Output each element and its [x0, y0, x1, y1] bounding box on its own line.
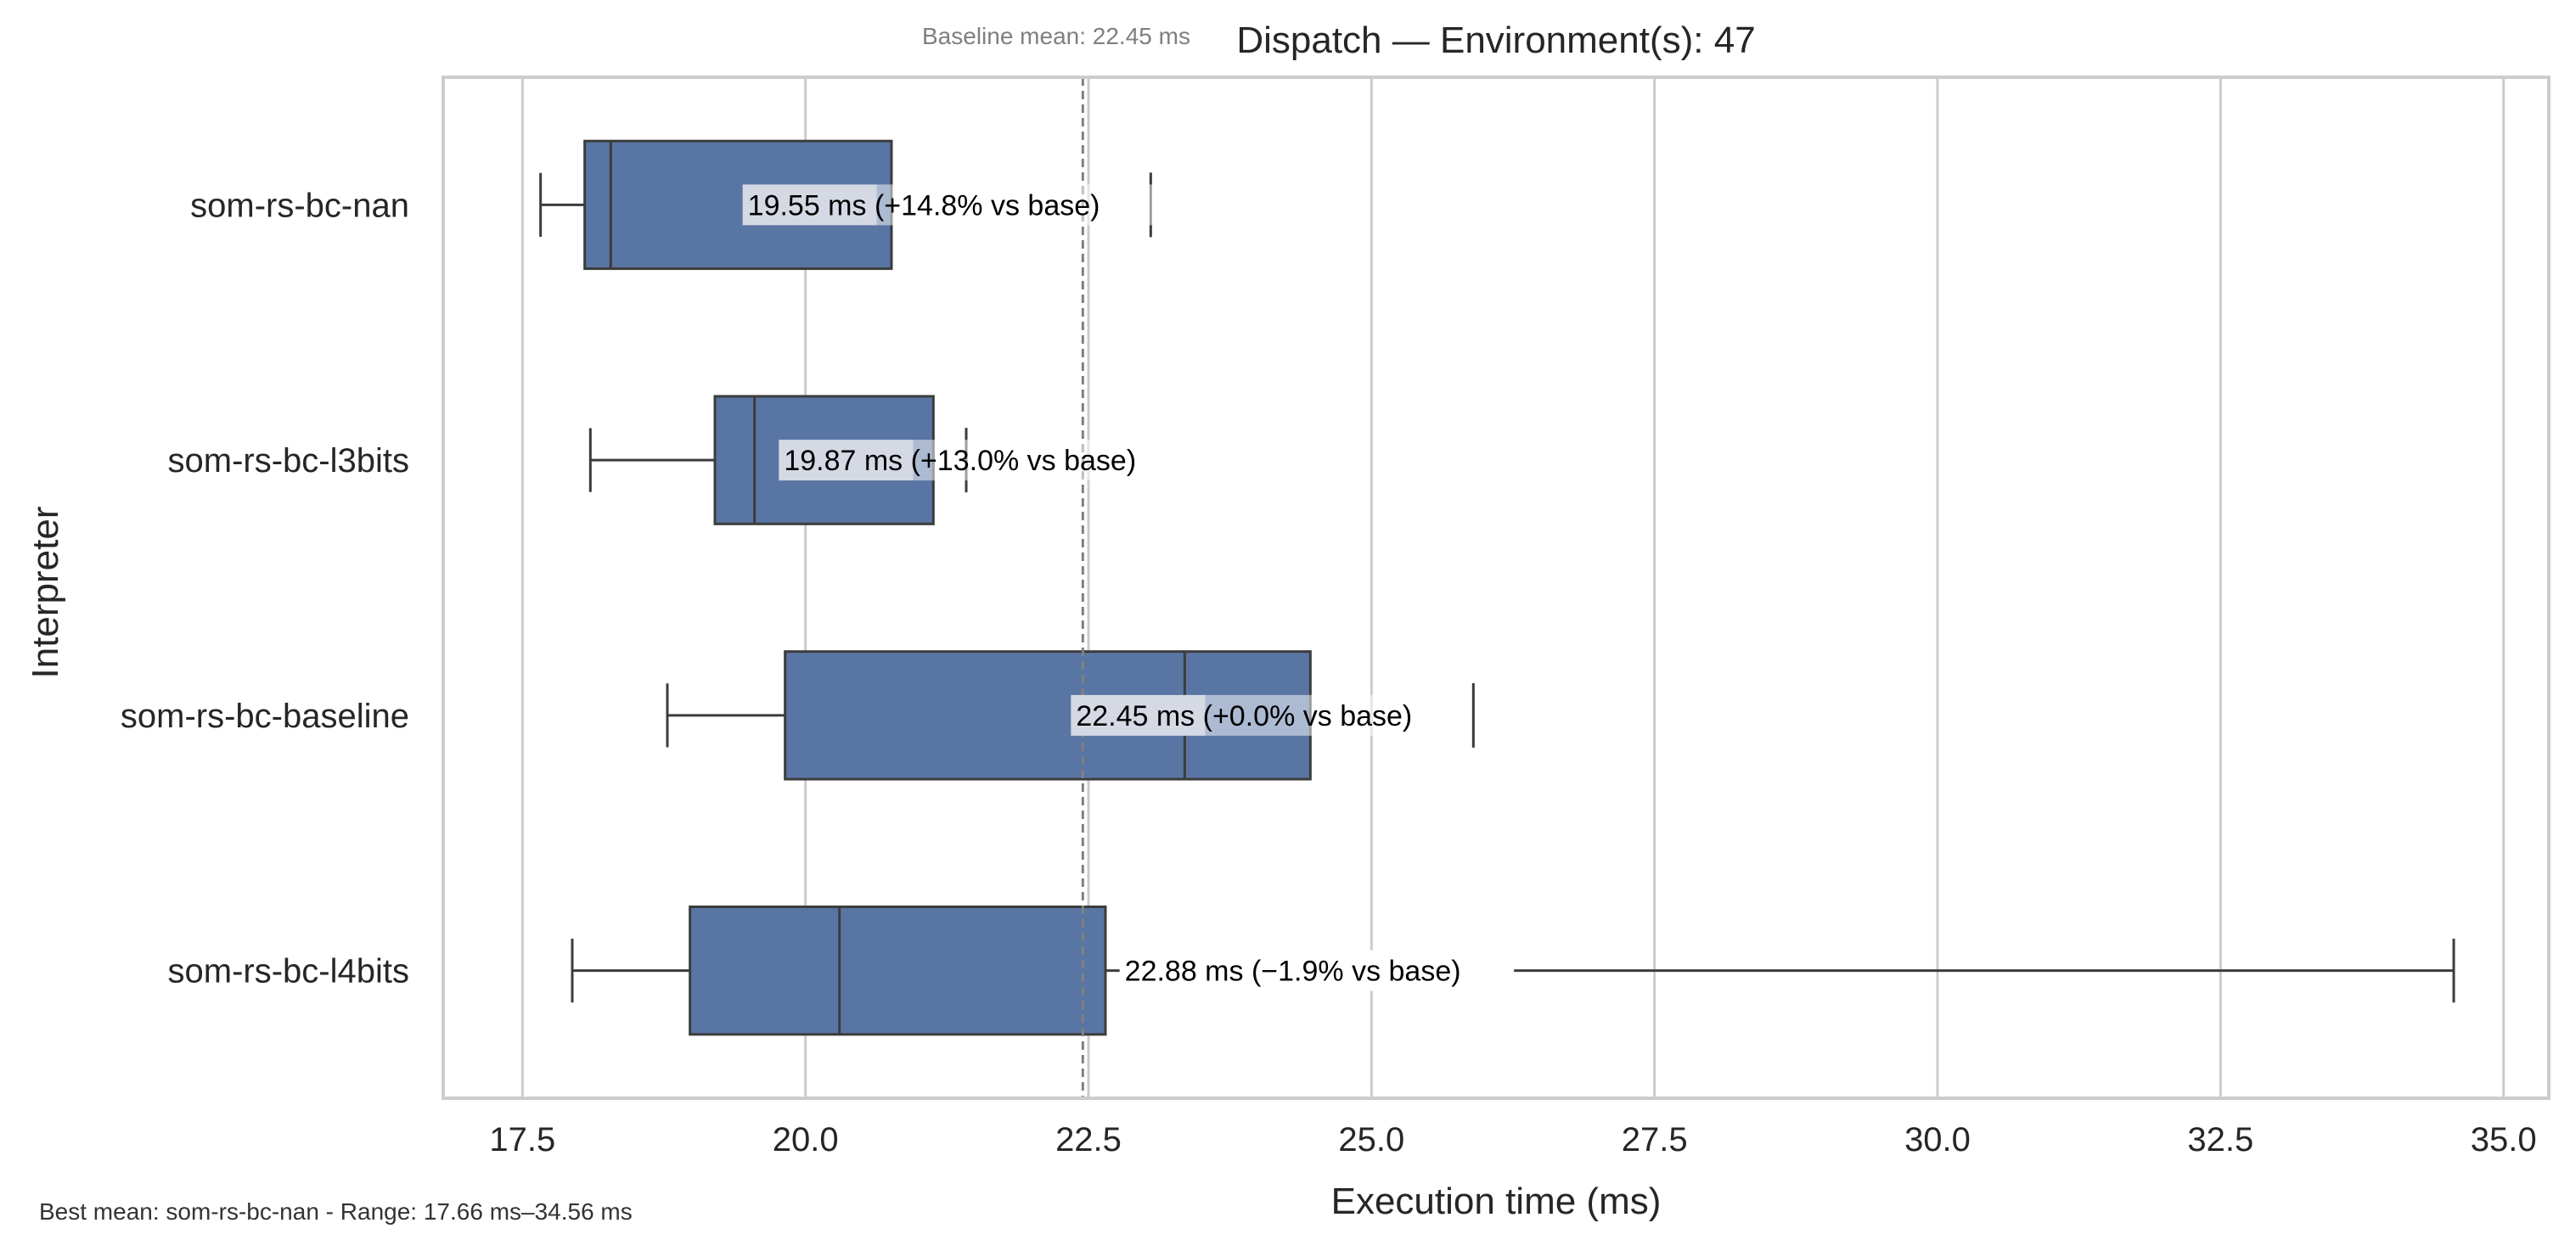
x-tick-label: 22.5	[1055, 1121, 1122, 1158]
axis-layer: 17.5 20.0 22.5 25.0 27.5 30.0 32.5 35.0 som-rs-b…	[121, 187, 2537, 1158]
mean-label: 19.87 ms (+13.0% vs base)	[784, 445, 1136, 477]
x-axis-label: Execution time (ms)	[1331, 1181, 1662, 1222]
x-tick-label: 32.5	[2187, 1121, 2253, 1158]
baseline-mean-annotation: Baseline mean: 22.45 ms	[922, 23, 1190, 49]
x-tick-label: 20.0	[773, 1121, 839, 1158]
mean-label-background	[742, 184, 877, 226]
x-tick-label: 35.0	[2471, 1121, 2537, 1158]
x-tick-label: 30.0	[1904, 1121, 1971, 1158]
mean-label-background	[779, 440, 914, 481]
x-tick-label: 17.5	[489, 1121, 555, 1158]
chart-title: Dispatch — Environment(s): 47	[1236, 20, 1755, 61]
mean-label-background-tail	[913, 440, 1189, 481]
y-category-label: som-rs-bc-nan	[190, 187, 409, 224]
plot-frame	[442, 76, 2551, 1100]
mean-label: 19.55 ms (+14.8% vs base)	[748, 189, 1100, 222]
mean-label-background-tail	[876, 184, 1153, 226]
y-axis-label: Interpreter	[25, 507, 66, 679]
label-layer: 19.55 ms (+14.8% vs base) 19.87 ms (+13.0…	[742, 184, 1515, 991]
y-category-label: som-rs-bc-l3bits	[168, 442, 409, 480]
box-iqr	[689, 905, 1107, 1036]
x-tick-label: 27.5	[1622, 1121, 1688, 1158]
x-tick-label: 25.0	[1338, 1121, 1404, 1158]
mean-label-background	[1119, 950, 1515, 991]
mean-label: 22.45 ms (+0.0% vs base)	[1076, 700, 1412, 732]
footer-note: Best mean: som-rs-bc-nan - Range: 17.66 …	[39, 1198, 633, 1225]
y-category-label: som-rs-bc-l4bits	[168, 953, 409, 990]
mean-label: 22.88 ms (−1.9% vs base)	[1125, 956, 1461, 988]
y-category-label: som-rs-bc-baseline	[121, 698, 409, 735]
mean-label-background-tail	[1205, 694, 1465, 736]
mean-label-background	[1071, 694, 1206, 736]
